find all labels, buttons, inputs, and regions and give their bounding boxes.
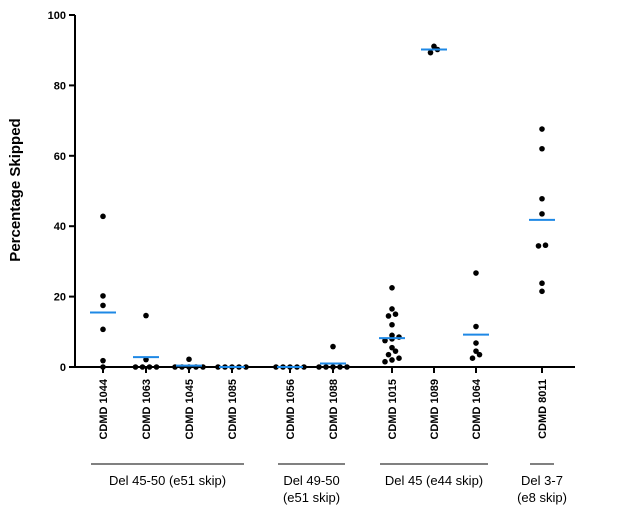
- data-point: [139, 364, 146, 370]
- data-point: [100, 364, 106, 370]
- y-tick-label: 0: [60, 362, 66, 374]
- data-point: [389, 332, 395, 339]
- x-tick-label: CDMD 1088: [328, 379, 340, 440]
- data-point: [473, 348, 479, 354]
- data-point: [301, 364, 307, 370]
- x-tick-label: CDMD 1045: [184, 379, 196, 440]
- data-point: [243, 364, 249, 370]
- data-point: [389, 306, 395, 312]
- group-brackets: Del 45-50 (e51 skip) Del 49-50 (e51 skip) D…: [91, 463, 567, 505]
- data-point: [539, 195, 545, 202]
- data-point: [132, 364, 139, 370]
- data-point: [539, 145, 545, 152]
- mean-lines: [90, 48, 555, 368]
- data-point: [143, 356, 149, 363]
- x-tick-label: CDMD 1089: [429, 379, 441, 440]
- data-point: [337, 364, 343, 370]
- x-ticks: CDMD 1044 CDMD 1063 CDMD 1045 CDMD 1085 CDMD…: [98, 367, 549, 440]
- data-point: [100, 326, 106, 333]
- data-point: [146, 364, 153, 370]
- data-point: [186, 356, 192, 363]
- data-point: [392, 348, 399, 354]
- data-point: [396, 355, 402, 362]
- y-tick-label: 100: [48, 10, 66, 22]
- data-point: [427, 49, 434, 56]
- y-axis-label: Percentage Skipped: [7, 118, 24, 261]
- data-point: [100, 302, 106, 309]
- data-point: [382, 337, 388, 344]
- data-point: [539, 280, 545, 287]
- data-point: [389, 344, 395, 351]
- data-point: [431, 43, 437, 50]
- data-point: [385, 351, 392, 358]
- data-point: [539, 211, 545, 217]
- group-label: (e51 skip): [283, 490, 340, 505]
- data-point: [473, 340, 479, 346]
- data-point: [389, 357, 395, 363]
- data-point: [542, 242, 549, 249]
- x-tick-label: CDMD 1044: [98, 378, 110, 439]
- x-tick-label: CDMD 1063: [141, 379, 153, 440]
- data-point: [389, 321, 395, 328]
- x-tick-label: CDMD 8011: [537, 379, 549, 439]
- data-point: [143, 312, 149, 319]
- data-point: [215, 364, 221, 370]
- data-point: [100, 357, 106, 364]
- y-tick-label: 80: [54, 80, 66, 92]
- data-point: [323, 364, 329, 370]
- x-tick-label: CDMD 1085: [227, 379, 239, 440]
- data-point: [473, 270, 479, 276]
- axes: [74, 15, 575, 368]
- group-label: Del 3-7: [521, 473, 563, 488]
- data-point: [153, 364, 160, 370]
- x-tick-label: CDMD 1056: [285, 379, 297, 440]
- y-tick-label: 20: [54, 292, 66, 304]
- data-point: [382, 358, 388, 365]
- group-label: Del 49-50: [283, 473, 339, 488]
- data-point: [392, 311, 399, 318]
- y-ticks: 0 20 40 60 80 100: [48, 10, 75, 374]
- data-point: [385, 313, 392, 319]
- data-point: [316, 364, 322, 370]
- data-point: [476, 351, 483, 358]
- data-point: [100, 213, 106, 220]
- data-point: [330, 343, 336, 350]
- data-point: [344, 364, 350, 370]
- x-tick-label: CDMD 1064: [471, 378, 483, 439]
- group-label: Del 45-50 (e51 skip): [109, 473, 226, 488]
- data-point: [273, 364, 279, 370]
- data-point: [389, 285, 395, 291]
- group-label: Del 45 (e44 skip): [385, 473, 483, 488]
- data-point: [100, 293, 106, 299]
- data-point: [539, 288, 545, 295]
- group-label: (e8 skip): [517, 490, 567, 505]
- y-tick-label: 60: [54, 151, 66, 163]
- data-point: [539, 126, 545, 132]
- data-points: [100, 43, 549, 370]
- data-point: [469, 355, 476, 362]
- data-point: [473, 323, 479, 330]
- data-point: [330, 364, 336, 370]
- y-tick-label: 40: [54, 221, 66, 233]
- data-point: [535, 243, 542, 249]
- x-tick-label: CDMD 1015: [387, 379, 399, 440]
